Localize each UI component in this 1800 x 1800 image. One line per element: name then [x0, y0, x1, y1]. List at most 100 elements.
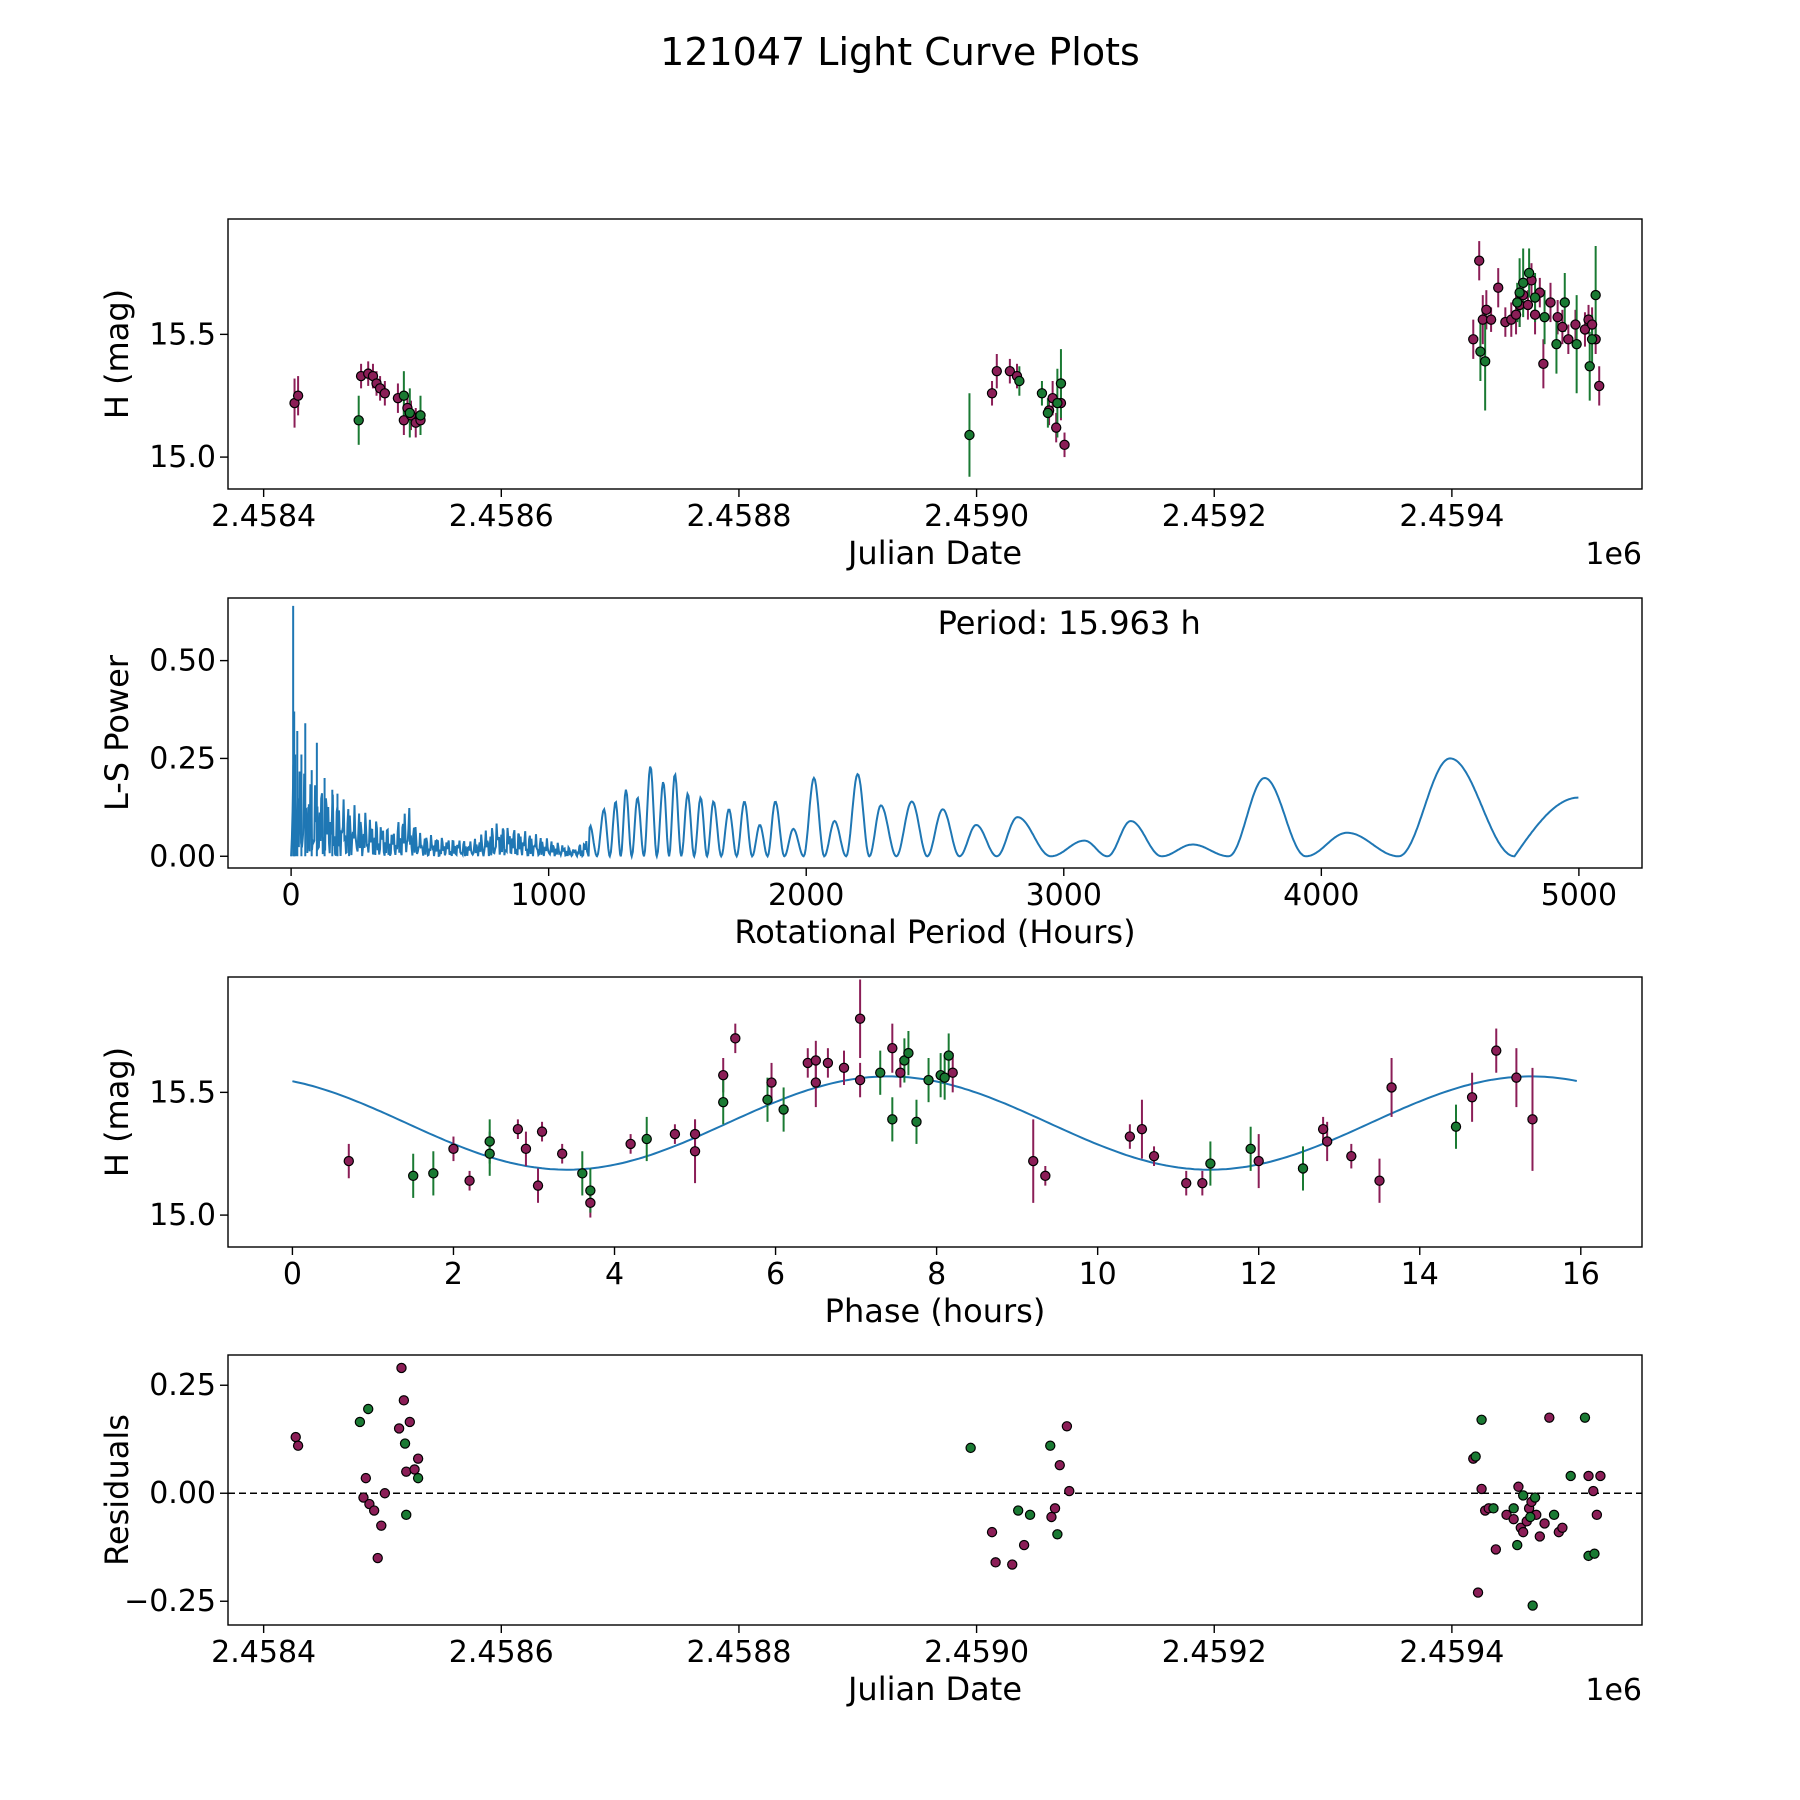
phase-point-magenta — [585, 1197, 596, 1209]
phase-point-magenta — [895, 1067, 906, 1078]
phase-point-magenta — [766, 1077, 777, 1088]
lightcurve-point-magenta — [1557, 321, 1568, 333]
lightcurve-point-magenta — [1004, 365, 1016, 377]
phase-point-magenta — [854, 1074, 866, 1086]
residual-point-magenta — [379, 1488, 391, 1499]
y-tick-label: 0.25 — [149, 1368, 216, 1403]
residual-point-green — [1488, 1503, 1499, 1514]
phase-point-magenta — [854, 1013, 866, 1024]
phase-point-magenta — [536, 1126, 548, 1137]
residual-point-green — [1012, 1505, 1024, 1516]
periodogram-marks — [290, 605, 1579, 861]
periodogram-x-axis: 0 1000 2000 3000 4000 5000 — [282, 868, 1617, 913]
x-tick-label: 2.4588 — [686, 1635, 791, 1670]
residual-point-magenta — [398, 1395, 410, 1406]
phase-y-label: H (mag) — [98, 1047, 136, 1177]
residual-point-green — [1565, 1470, 1576, 1482]
x-tick-label: 4 — [605, 1257, 624, 1292]
lightcurve-point-green — [1042, 407, 1054, 419]
x-tick-label: 2.4584 — [211, 1635, 316, 1670]
residuals-x-label: Julian Date — [846, 1670, 1022, 1708]
phase-point-magenta — [689, 1128, 701, 1140]
x-tick-label: 5000 — [1541, 878, 1617, 913]
phase-point-magenta — [1197, 1177, 1208, 1189]
y-tick-label: 0.25 — [149, 741, 216, 776]
residuals-y-label: Residuals — [98, 1414, 136, 1566]
phase-point-magenta — [1321, 1136, 1333, 1147]
lightcurve-point-green — [353, 415, 364, 426]
x-tick-label: 2.4586 — [449, 1635, 554, 1670]
lightcurve-y-label: H (mag) — [98, 289, 136, 419]
phase-point-magenta — [1124, 1131, 1136, 1142]
phase-point-magenta — [1136, 1123, 1148, 1135]
phase-point-green — [718, 1096, 729, 1108]
phase-point-magenta — [718, 1069, 729, 1081]
lightcurve-point-green — [1551, 338, 1562, 350]
phase-point-magenta — [1386, 1082, 1397, 1093]
residual-point-green — [1052, 1529, 1063, 1540]
residual-point-green — [412, 1472, 424, 1484]
residual-point-green — [1548, 1509, 1560, 1521]
lightcurve-point-magenta — [1059, 439, 1070, 451]
x-tick-label: 6 — [766, 1257, 785, 1292]
lightcurve-x-offset-label: 1e6 — [1585, 537, 1642, 572]
lightcurve-point-green — [1512, 297, 1523, 308]
x-tick-label: 2.4594 — [1399, 1635, 1504, 1670]
lightcurve-point-magenta — [1538, 358, 1549, 370]
lightcurve-point-green — [1586, 334, 1598, 345]
lightcurve-point-green — [1529, 292, 1541, 303]
phase-point-magenta — [822, 1057, 834, 1069]
lightcurve-axes-frame — [227, 218, 1643, 490]
phase-point-green — [1450, 1121, 1462, 1132]
residual-point-green — [401, 1509, 412, 1521]
residual-point-green — [1476, 1414, 1487, 1426]
figure-title: 121047 Light Curve Plots — [660, 30, 1140, 74]
lightcurve-point-green — [1517, 277, 1529, 289]
phase-point-magenta — [810, 1055, 822, 1066]
x-tick-label: 12 — [1240, 1257, 1278, 1292]
lightcurve-point-magenta — [398, 415, 410, 426]
residual-point-magenta — [990, 1557, 1001, 1568]
x-tick-label: 2000 — [768, 878, 844, 913]
residual-point-green — [1024, 1509, 1036, 1521]
residuals-x-axis: 2.4584 2.4586 2.4588 2.4590 2.4592 2.4594 — [211, 1625, 1504, 1670]
lightcurve-point-green — [1014, 375, 1025, 387]
residual-point-magenta — [396, 1362, 407, 1374]
residual-point-magenta — [376, 1520, 387, 1531]
residual-point-green — [1470, 1451, 1481, 1462]
residual-point-magenta — [292, 1440, 304, 1451]
residual-point-magenta — [393, 1423, 405, 1434]
x-tick-label: 2.4594 — [1399, 499, 1504, 534]
periodogram-x-label: Rotational Period (Hours) — [734, 913, 1135, 951]
lightcurve-point-green — [1475, 346, 1486, 357]
phase-point-green — [1205, 1158, 1216, 1169]
residual-point-magenta — [1591, 1509, 1603, 1521]
lightcurve-point-magenta — [379, 388, 391, 399]
residual-point-green — [1517, 1490, 1529, 1501]
lightcurve-point-magenta — [1474, 255, 1485, 266]
residual-point-green — [399, 1438, 411, 1449]
phase-point-magenta — [1527, 1114, 1538, 1125]
lightcurve-point-green — [1479, 356, 1491, 367]
lightcurve-point-green — [1523, 267, 1535, 279]
residual-point-magenta — [1472, 1587, 1484, 1598]
residual-point-magenta — [1046, 1511, 1057, 1523]
phase-point-magenta — [1253, 1155, 1264, 1167]
phase-point-magenta — [1491, 1045, 1502, 1056]
phase-x-axis: 0 2 4 6 8 10 12 14 16 — [283, 1247, 1600, 1292]
residual-point-magenta — [1061, 1421, 1073, 1432]
lightcurve-point-magenta — [1529, 309, 1541, 320]
residual-point-magenta — [401, 1466, 412, 1477]
x-tick-label: 3000 — [1026, 878, 1102, 913]
lightcurve-point-magenta — [1485, 314, 1497, 325]
residuals-axes-frame — [227, 1354, 1643, 1626]
residual-point-green — [1525, 1511, 1536, 1523]
residuals-y-axis: −0.25 0.00 0.25 — [124, 1368, 228, 1619]
y-tick-label: 15.0 — [149, 440, 216, 475]
lightcurve-point-green — [1571, 338, 1582, 350]
lightcurve-point-magenta — [986, 388, 998, 399]
lightcurve-point-magenta — [1552, 311, 1563, 323]
lightcurve-point-green — [1055, 378, 1067, 389]
x-tick-label: 10 — [1079, 1257, 1117, 1292]
